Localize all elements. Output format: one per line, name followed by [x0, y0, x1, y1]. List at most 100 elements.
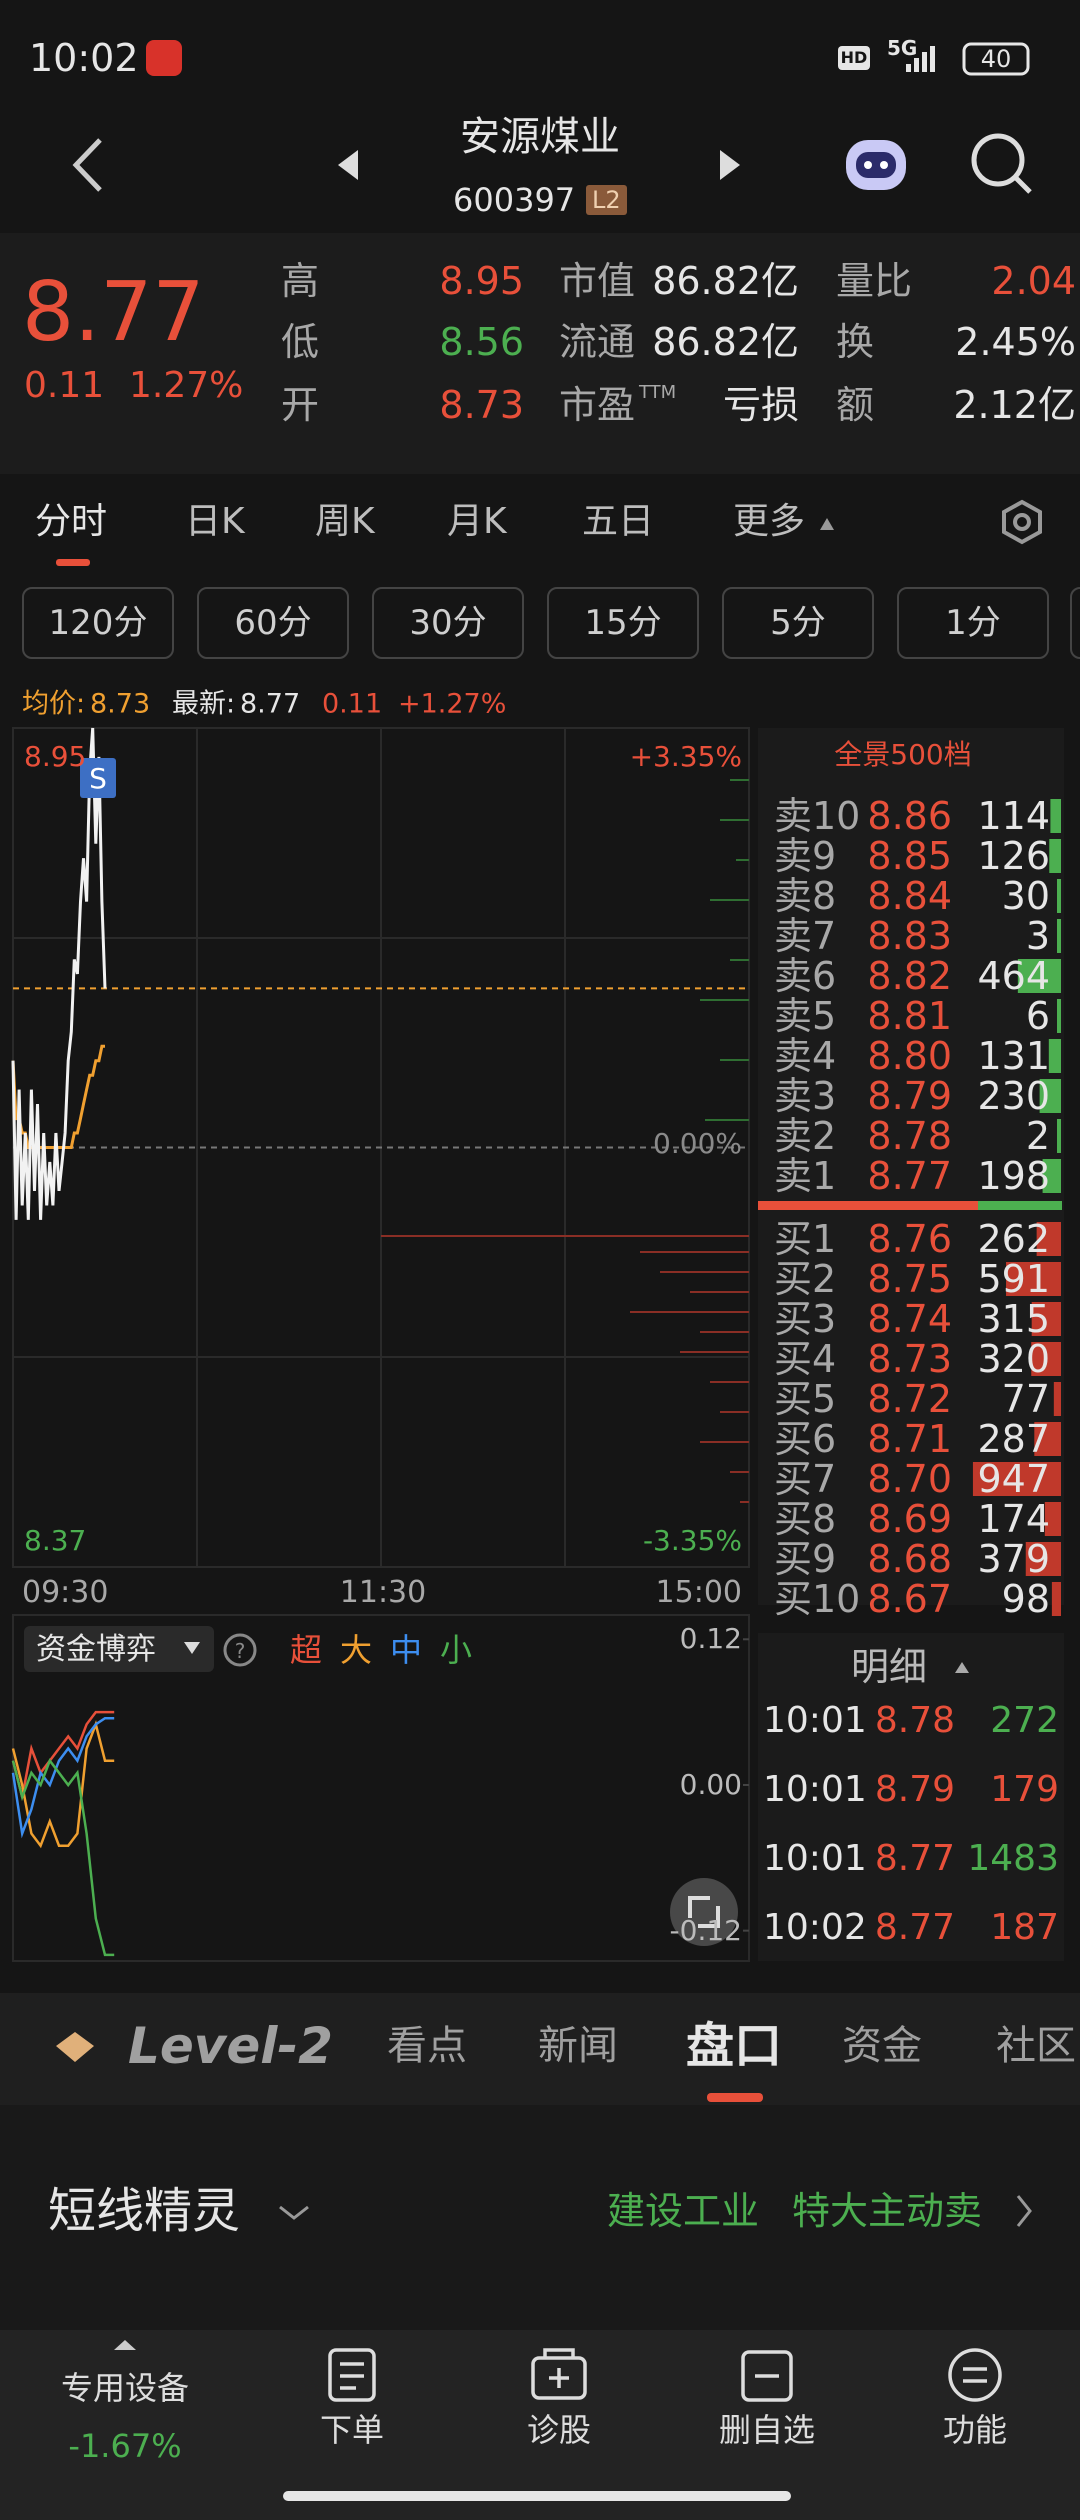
- volume-bar: [1025, 1542, 1061, 1576]
- y-tick-label: 8.95: [24, 740, 87, 773]
- quote-panel: [0, 233, 1080, 474]
- level-volume: 30: [1001, 874, 1050, 918]
- trades-panel: [758, 1633, 1064, 1961]
- bottom-tab[interactable]: 盘口: [686, 2018, 783, 2074]
- nav-item[interactable]: 功能: [942, 2411, 1008, 2449]
- volume-bar: [1057, 919, 1061, 953]
- period-button[interactable]: [22, 587, 174, 659]
- period-button[interactable]: [197, 587, 349, 659]
- level2-icon: [56, 2032, 94, 2062]
- tab-underline: [56, 559, 90, 566]
- period-button[interactable]: [372, 587, 524, 659]
- volume-bar: [1050, 799, 1061, 833]
- bottom-tab[interactable]: 新闻: [538, 2023, 618, 2069]
- volume-bar: [1036, 1222, 1061, 1256]
- signal-marker: [80, 758, 116, 798]
- chart-info: 8.73: [90, 688, 151, 720]
- last-price: 8.77: [22, 265, 205, 360]
- trade-volume: 1483: [967, 1838, 1059, 1879]
- spirit-tag[interactable]: 建设工业: [607, 2189, 760, 2233]
- level-volume: 262: [977, 1217, 1050, 1261]
- bottom-tab[interactable]: Level-2: [128, 2017, 333, 2075]
- period-label[interactable]: 60分: [234, 603, 312, 643]
- volume-bar: [1031, 1342, 1061, 1376]
- bottom-tab-underline: [707, 2093, 763, 2102]
- level-label: 买8: [774, 1497, 837, 1541]
- volume-profile: [381, 779, 749, 1503]
- chart-tab[interactable]: 更多: [733, 501, 806, 542]
- volume-bar: [1039, 1079, 1061, 1113]
- nav-sector-change: -1.67%: [68, 2427, 182, 2465]
- field-value: 86.82亿: [652, 320, 799, 364]
- chart-tab[interactable]: 五日: [582, 501, 655, 542]
- level-price: 8.82: [867, 954, 952, 998]
- fund-selector[interactable]: 资金博弈: [36, 1632, 156, 1667]
- fund-line: [11, 1758, 115, 1957]
- y2-tick-label: -3.35%: [642, 1524, 742, 1557]
- level-volume: 98: [1001, 1577, 1050, 1621]
- nav-sector[interactable]: 专用设备: [60, 2369, 190, 2407]
- level-volume: 379: [977, 1537, 1050, 1581]
- period-button[interactable]: [1070, 587, 1080, 659]
- fund-tick-label: -0.12: [669, 1913, 742, 1947]
- legend-entry: 超: [290, 1631, 323, 1669]
- robot-button[interactable]: [846, 140, 906, 190]
- level-label: 买9: [774, 1537, 837, 1581]
- field-value: 8.73: [439, 383, 524, 427]
- orderbook-title: 全景500档: [834, 738, 972, 771]
- trades-title[interactable]: 明细: [850, 1645, 928, 1689]
- nav-item[interactable]: 删自选: [718, 2411, 816, 2449]
- help-icon[interactable]: ?: [223, 1633, 257, 1667]
- field-label: 市值: [559, 259, 636, 303]
- field-value: 86.82亿: [652, 259, 799, 303]
- chart-tab[interactable]: 月K: [447, 501, 507, 542]
- x-tick-label: 11:30: [339, 1575, 427, 1610]
- volume-bar: [1031, 1302, 1061, 1336]
- period-label[interactable]: 15分: [584, 603, 662, 643]
- spirit-tag[interactable]: 特大主动卖: [792, 2189, 983, 2233]
- period-button[interactable]: [897, 587, 1049, 659]
- spirit-dropdown[interactable]: [279, 2205, 309, 2220]
- level-label: 买5: [774, 1377, 837, 1421]
- next-stock[interactable]: [720, 150, 740, 180]
- bottom-tab[interactable]: 资金: [842, 2023, 922, 2069]
- selector-box[interactable]: [24, 1626, 214, 1672]
- level-price: 8.74: [867, 1297, 952, 1341]
- period-label[interactable]: 1分: [945, 603, 1001, 643]
- back-button[interactable]: [72, 138, 102, 192]
- legend-entry: 小: [440, 1631, 473, 1669]
- home-indicator: [283, 2491, 791, 2501]
- chart-tab[interactable]: 分时: [35, 501, 108, 542]
- level-label: 卖6: [774, 954, 837, 998]
- hd-icon: [838, 46, 870, 70]
- period-button[interactable]: [722, 587, 874, 659]
- level-label: 卖3: [774, 1074, 837, 1118]
- bottom-tab[interactable]: 看点: [387, 2023, 467, 2069]
- chart-tab[interactable]: 日K: [185, 501, 245, 542]
- level-price: 8.73: [867, 1337, 952, 1381]
- volume-bar: [1017, 959, 1061, 993]
- level-volume: 320: [977, 1337, 1050, 1381]
- chart-tab[interactable]: 周K: [315, 501, 375, 542]
- period-button[interactable]: [547, 587, 699, 659]
- expand-button[interactable]: [670, 1878, 738, 1946]
- level-price: 8.85: [867, 834, 952, 878]
- signal-icon: [906, 46, 935, 72]
- nav-item[interactable]: 下单: [319, 2411, 385, 2449]
- volume-bar: [1042, 1159, 1061, 1193]
- level-price: 8.69: [867, 1497, 952, 1541]
- spirit-more[interactable]: [1016, 2195, 1032, 2227]
- nav-item[interactable]: 诊股: [526, 2411, 592, 2449]
- period-label[interactable]: 120分: [48, 603, 148, 643]
- bottom-tab[interactable]: 社区: [996, 2023, 1076, 2069]
- period-label[interactable]: 30分: [409, 603, 487, 643]
- search-button[interactable]: [971, 133, 1032, 194]
- level-label: 卖2: [774, 1114, 837, 1158]
- stock-name: 安源煤业: [460, 114, 620, 160]
- status-network: 5G: [887, 36, 918, 60]
- prev-stock[interactable]: [338, 150, 358, 180]
- settings-button[interactable]: [1002, 499, 1042, 545]
- field-label: 高: [281, 259, 320, 303]
- period-label[interactable]: 5分: [770, 603, 826, 643]
